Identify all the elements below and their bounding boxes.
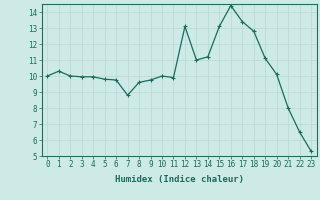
X-axis label: Humidex (Indice chaleur): Humidex (Indice chaleur) [115,175,244,184]
